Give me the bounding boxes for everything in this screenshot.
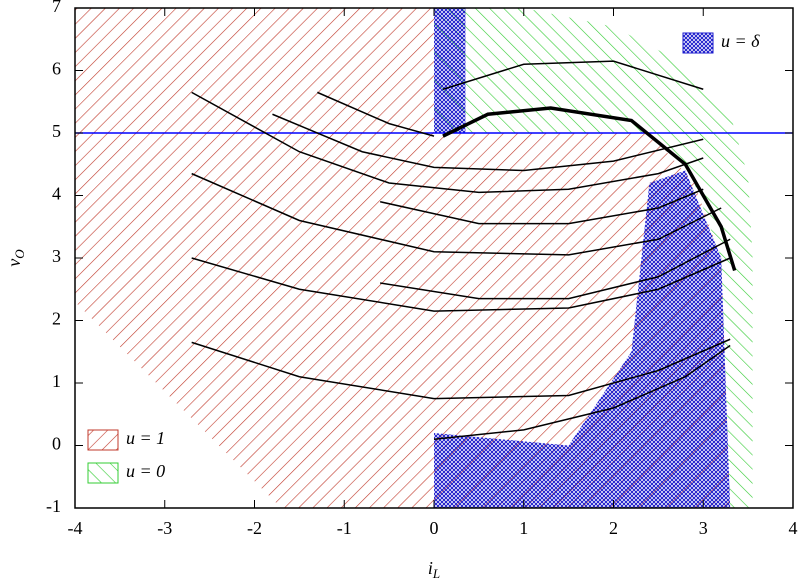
y-tick-label: 6 <box>52 59 61 79</box>
x-axis-label: iL <box>428 558 440 581</box>
y-tick-label: 5 <box>52 121 61 141</box>
trajectory <box>442 106 737 272</box>
trajectory <box>191 257 731 312</box>
trajectory <box>379 188 704 225</box>
y-tick-label: 2 <box>52 309 61 329</box>
y-tick-label: -1 <box>46 496 61 516</box>
y-tick-label: 7 <box>52 0 61 16</box>
x-tick-label: -3 <box>157 518 172 538</box>
x-tick-label: 1 <box>519 518 528 538</box>
trajectory <box>317 91 435 137</box>
y-tick-label: 3 <box>52 246 61 266</box>
x-tick-label: 3 <box>699 518 708 538</box>
x-tick-label: -4 <box>68 518 83 538</box>
x-tick-label: -1 <box>337 518 352 538</box>
trajectory <box>191 338 731 400</box>
y-tick-label: 1 <box>52 371 61 391</box>
trajectory <box>272 113 704 172</box>
x-tick-label: 4 <box>789 518 798 538</box>
legend-swatch <box>87 462 119 484</box>
legend-label: u = 1 <box>126 428 165 448</box>
trajectory <box>442 60 704 90</box>
y-axis-label: vO <box>4 249 27 267</box>
x-tick-label: -2 <box>247 518 262 538</box>
legend-swatch <box>87 429 119 451</box>
x-tick-label: 0 <box>430 518 439 538</box>
region <box>434 8 466 133</box>
legend-swatch <box>682 32 714 54</box>
trajectory <box>191 172 722 256</box>
x-tick-label: 2 <box>609 518 618 538</box>
legend-label: u = δ <box>721 31 760 51</box>
y-tick-label: 4 <box>52 184 61 204</box>
trajectory <box>191 91 704 194</box>
region <box>434 170 731 508</box>
legend-label: u = 0 <box>126 461 165 481</box>
y-tick-label: 0 <box>52 434 61 454</box>
trajectory <box>380 238 731 300</box>
trajectory <box>433 344 731 440</box>
